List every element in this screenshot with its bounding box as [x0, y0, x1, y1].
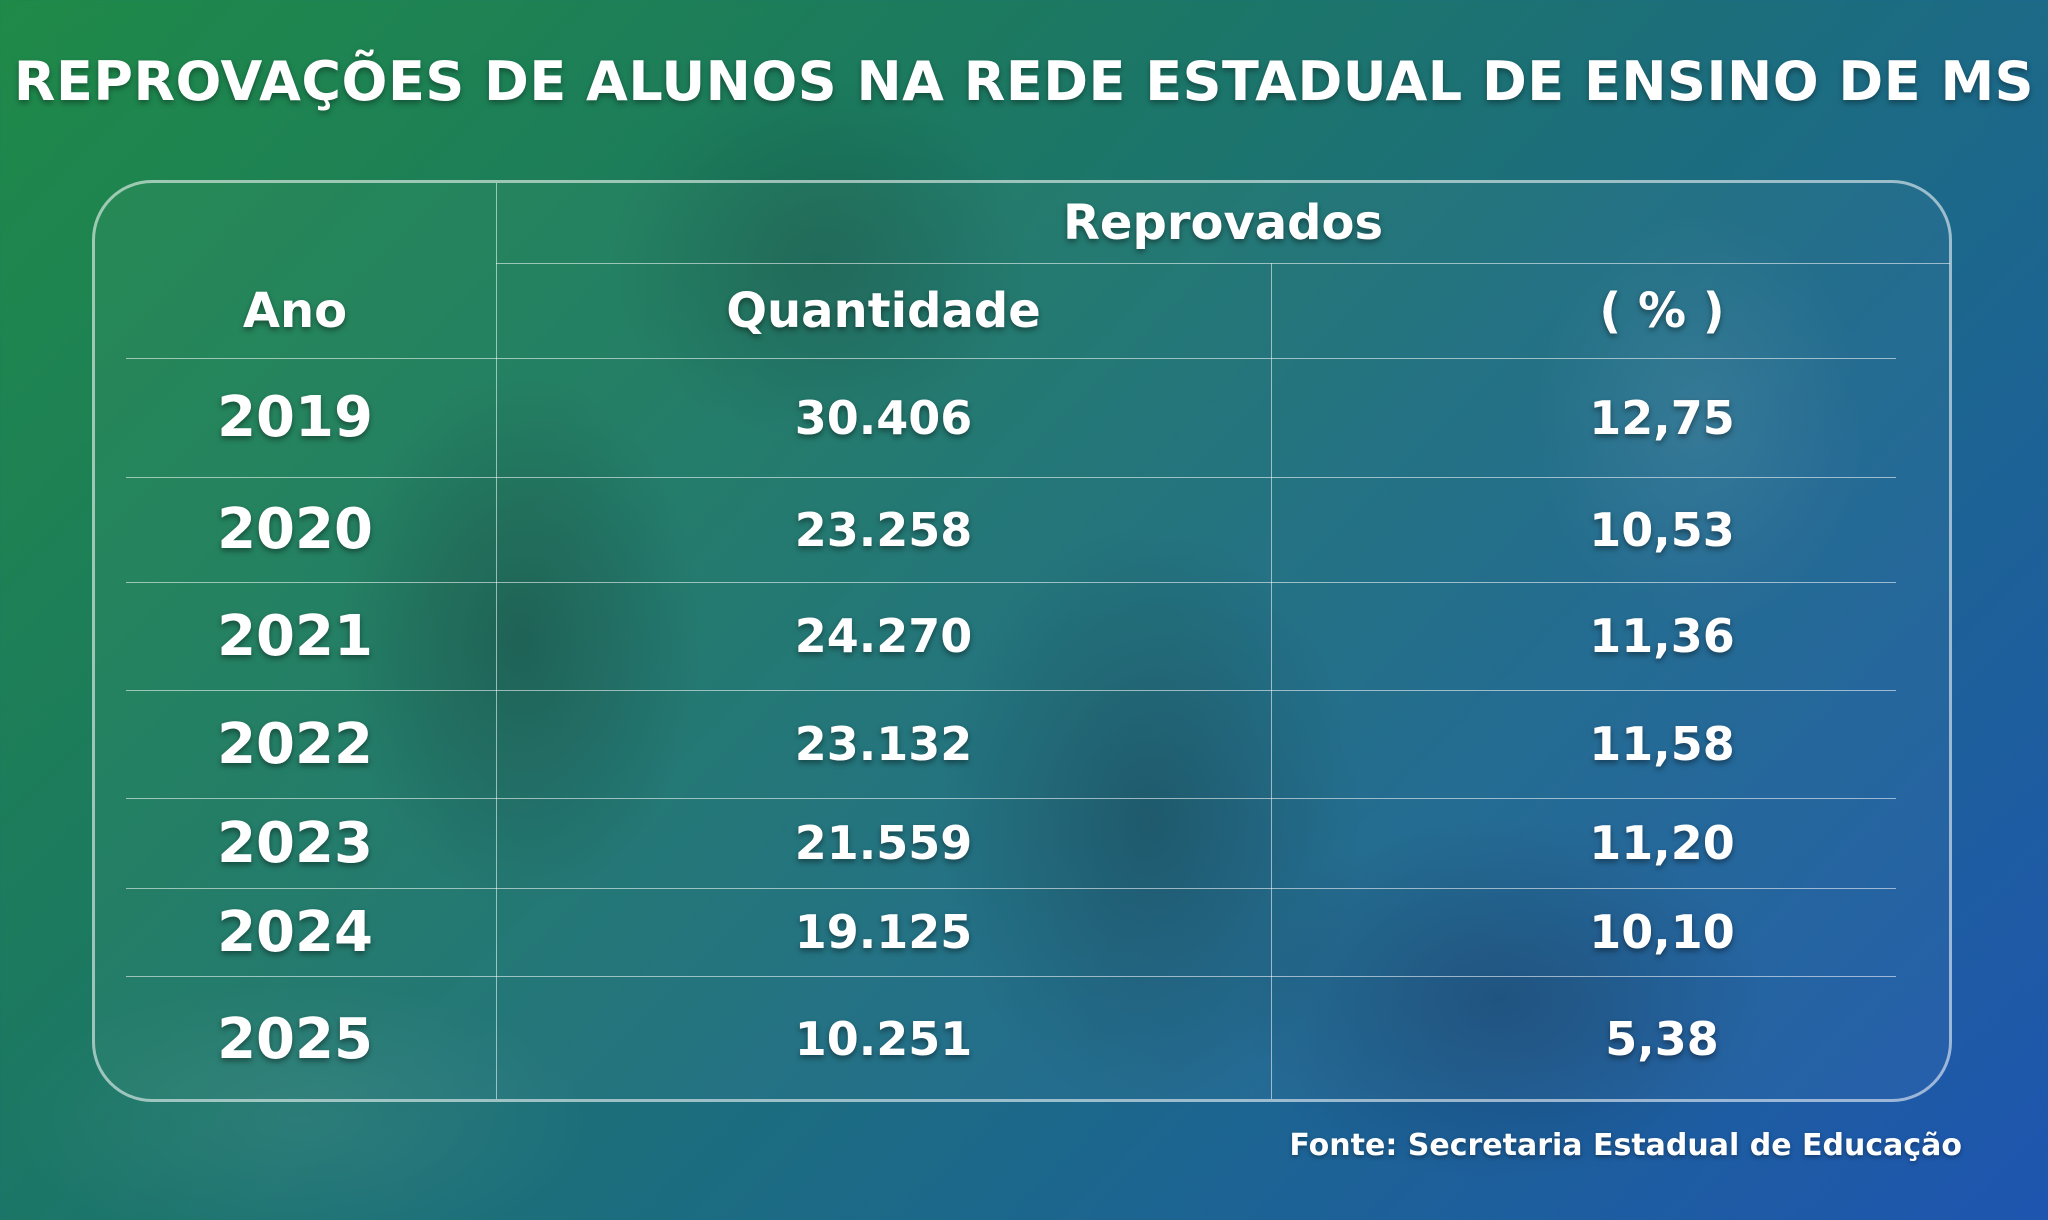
table-row-quantity: 23.258: [794, 502, 973, 557]
table-row-percent: 10,53: [1589, 502, 1735, 557]
table-row-percent: 11,36: [1589, 609, 1735, 663]
table-row-year: 2022: [217, 711, 373, 777]
column-header-percent: ( % ): [1599, 282, 1725, 339]
table-row-quantity: 23.132: [794, 717, 973, 771]
table-row-quantity: 19.125: [794, 905, 973, 959]
data-table: [92, 180, 1952, 1102]
column-header-year: Ano: [242, 282, 348, 339]
table-row-percent: 5,38: [1605, 1012, 1719, 1066]
table-row-quantity: 21.559: [794, 816, 973, 870]
divider: [126, 358, 1896, 359]
table-row-year: 2025: [217, 1006, 373, 1072]
divider: [126, 888, 1896, 889]
page-title: REPROVAÇÕES DE ALUNOS NA REDE ESTADUAL D…: [13, 50, 2035, 113]
divider: [1271, 263, 1272, 1099]
table-row-quantity: 30.406: [794, 390, 973, 445]
table-row-year: 2021: [217, 603, 373, 669]
divider: [126, 976, 1896, 977]
divider: [126, 798, 1896, 799]
table-row-quantity: 10.251: [794, 1012, 973, 1066]
table-row-year: 2020: [217, 497, 373, 562]
divider: [126, 690, 1896, 691]
table-row-year: 2023: [217, 810, 373, 876]
table-row-percent: 12,75: [1589, 390, 1735, 445]
table-row-percent: 10,10: [1589, 905, 1735, 959]
table-row-year: 2019: [217, 385, 373, 450]
source-note: Fonte: Secretaria Estadual de Educação: [1289, 1128, 1962, 1163]
table-row-percent: 11,58: [1589, 717, 1735, 771]
group-header-reprovados: Reprovados: [1062, 195, 1384, 251]
table-row-percent: 11,20: [1589, 816, 1735, 870]
divider: [496, 263, 1950, 264]
divider: [126, 477, 1896, 478]
divider: [126, 582, 1896, 583]
table-row-quantity: 24.270: [794, 609, 973, 663]
divider: [496, 183, 497, 1099]
table-row-year: 2024: [217, 899, 373, 965]
column-header-quantity: Quantidade: [726, 282, 1041, 339]
